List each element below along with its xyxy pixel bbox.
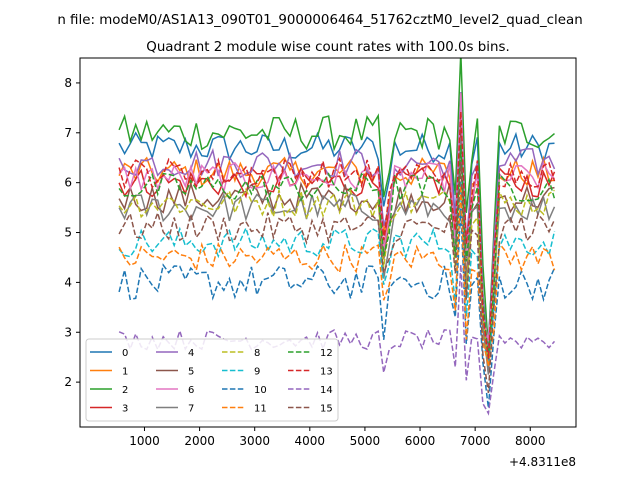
x-tick-label: 8000 — [515, 434, 546, 448]
legend-box — [85, 338, 339, 422]
x-tick-label: 3000 — [239, 434, 270, 448]
axis-layer: 1000 2000 3000 4000 5000 6000 7000 8000 2 3 4 5 6 7 8 — [64, 76, 545, 448]
x-tick-label: 4000 — [295, 434, 326, 448]
legend-label: 0 — [122, 348, 128, 359]
series-line-6 — [118, 93, 556, 342]
x-tick-label: 7000 — [460, 434, 491, 448]
legend-label: 4 — [188, 348, 194, 359]
y-tick-label: 5 — [64, 226, 72, 240]
y-tick-label: 7 — [64, 126, 72, 140]
series-line-0 — [118, 93, 555, 342]
legend-label: 7 — [188, 404, 194, 415]
legend-label: 9 — [254, 367, 260, 378]
x-offset-label: +4.8311e8 — [509, 455, 576, 469]
legend-label: 12 — [320, 348, 333, 359]
y-tick-label: 2 — [64, 375, 72, 389]
legend-label: 11 — [254, 404, 267, 415]
legend-label: 1 — [122, 367, 128, 378]
y-tick-label: 4 — [64, 275, 72, 289]
series-line-2 — [118, 58, 555, 350]
plot-frame — [79, 57, 577, 428]
legend-label: 10 — [254, 385, 267, 396]
legend-label: 5 — [188, 367, 194, 378]
series-line-8 — [118, 165, 555, 366]
legend-label: 15 — [320, 404, 333, 415]
y-tick-label: 3 — [64, 325, 72, 339]
legend-label: 14 — [320, 385, 333, 396]
series-layer — [118, 58, 556, 416]
x-tick-label: 6000 — [405, 434, 436, 448]
series-line-10 — [118, 208, 556, 408]
legend-label: 3 — [122, 404, 128, 415]
series-line-14 — [118, 264, 556, 416]
x-tick-label: 5000 — [350, 434, 381, 448]
legend-label: 2 — [122, 385, 128, 396]
series-line-12 — [118, 145, 556, 358]
y-tick-label: 6 — [64, 176, 72, 190]
x-tick-label: 2000 — [184, 434, 215, 448]
x-tick-label: 1000 — [129, 434, 160, 448]
figure-suptitle: n file: modeM0/AS1A13_090T01_9000006464_… — [57, 13, 582, 28]
series-line-15 — [118, 161, 556, 394]
series-line-13 — [118, 111, 556, 360]
legend-label: 8 — [254, 348, 260, 359]
chart-title: Quadrant 2 module wise count rates with … — [146, 40, 509, 55]
y-tick-label: 8 — [64, 76, 72, 90]
legend-label: 13 — [320, 367, 333, 378]
legend-label: 6 — [188, 385, 194, 396]
